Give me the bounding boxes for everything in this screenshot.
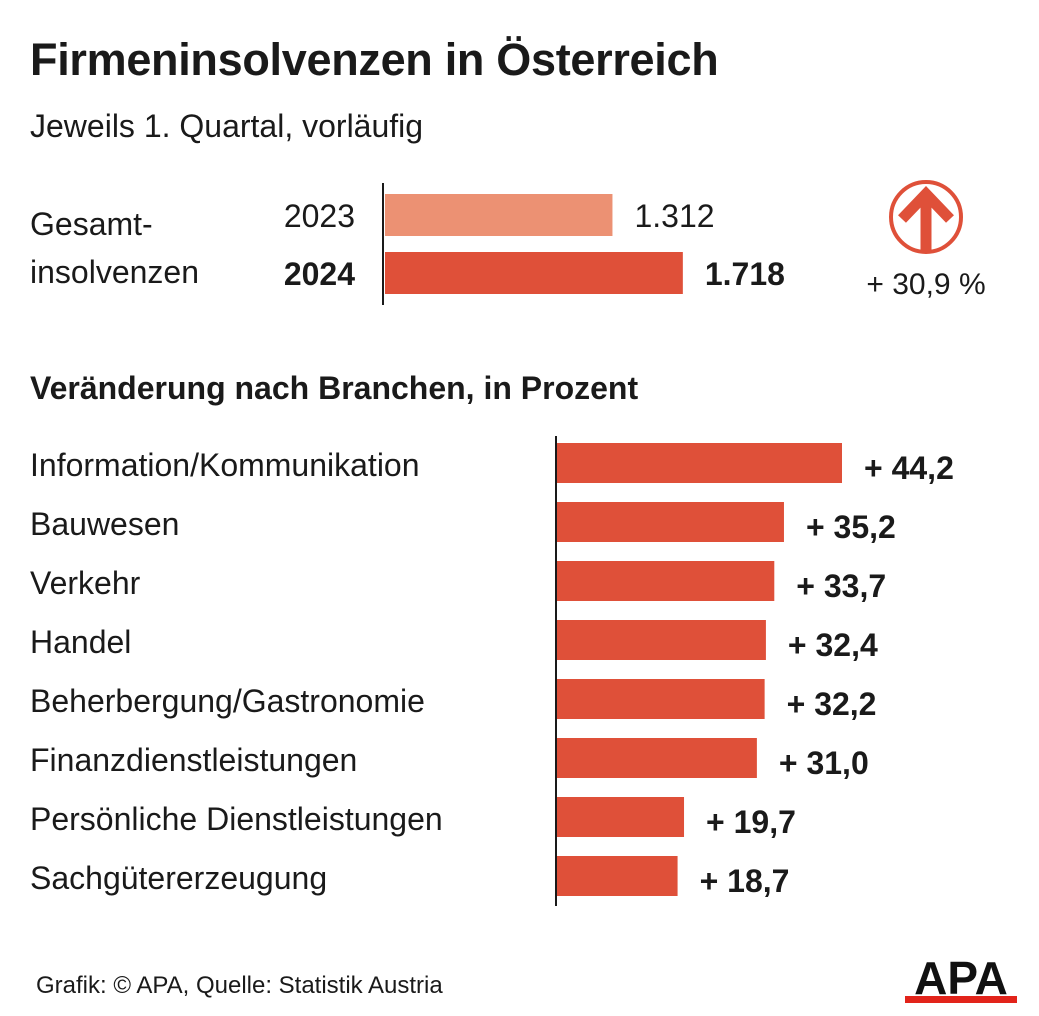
total-bar-2024 [385,252,683,294]
section-title: Veränderung nach Branchen, in Prozent [30,370,639,406]
branch-bar [557,620,766,660]
branch-bar [557,856,678,896]
apa-logo: APA [905,956,1017,1004]
total-value-2024: 1.718 [705,256,785,292]
branch-label: Verkehr [30,565,141,601]
branch-value-label: + 32,4 [788,627,878,663]
branch-label: Bauwesen [30,506,179,542]
chart-title: Firmeninsolvenzen in Österreich [30,34,719,85]
total-change-label: + 30,9 % [866,268,985,301]
logo-red-stripe [905,996,1017,1003]
branch-value-label: + 32,2 [787,686,877,722]
total-label: Gesamt- insolvenzen [30,200,250,296]
branch-bar [557,502,784,542]
branch-bar [557,738,757,778]
branch-label: Information/Kommunikation [30,447,420,483]
total-value-2023: 1.312 [634,198,714,234]
source-footer: Grafik: © APA, Quelle: Statistik Austria [36,972,443,999]
branch-value-label: + 19,7 [706,804,796,840]
branch-bar [557,561,775,601]
branch-bar [557,443,842,483]
branch-value-label: + 33,7 [796,568,886,604]
branch-label: Sachgütererzeugung [30,860,327,896]
chart-subtitle: Jeweils 1. Quartal, vorläufig [30,108,424,144]
total-insolvencies-chart: 2023 1.312 2024 1.718 + 30,9 % [284,180,986,305]
branch-bar [557,679,765,719]
total-label-line-1: Gesamt- [30,206,153,242]
year-label-2023: 2023 [284,198,355,234]
up-arrow-icon [889,180,963,254]
total-label-line-2: insolvenzen [30,254,199,290]
branch-value-label: + 18,7 [700,863,790,899]
branch-label: Finanzdienstleistungen [30,742,357,778]
total-bar-2023 [385,194,613,236]
year-label-2024: 2024 [284,256,355,292]
branch-label: Persönliche Dienstleistungen [30,801,443,837]
branch-label: Beherbergung/Gastronomie [30,683,425,719]
branch-value-label: + 31,0 [779,745,869,781]
branch-label: Handel [30,624,131,660]
branch-value-label: + 35,2 [806,509,896,545]
branch-value-label: + 44,2 [864,450,954,486]
branch-bar [557,797,685,837]
